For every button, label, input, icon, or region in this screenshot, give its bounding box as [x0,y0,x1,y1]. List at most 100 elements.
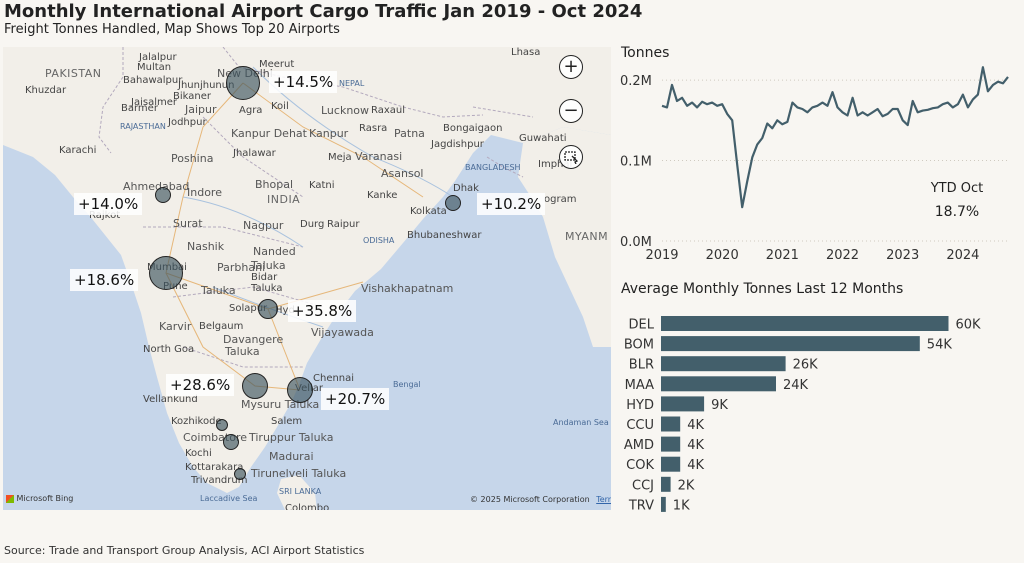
terms-link[interactable]: Terms [596,495,611,504]
map-place-label: Dhak [453,183,479,194]
map-place-label: Taluka [225,345,260,358]
map-place-label: Karvir [159,320,192,333]
series-line[interactable] [661,66,1009,209]
map-place-label: Multan [137,62,172,73]
map-place-label: Kolkata [410,206,447,217]
map-place-label: Indore [187,186,222,199]
map-place-label: Bengal [393,380,421,389]
map-place-label: Trivandrum [191,475,248,486]
map-place-label: NEPAL [339,79,365,88]
bar-category-label: MAA [625,378,654,393]
bar[interactable] [661,456,681,472]
map-place-label: Bahawalpur [123,75,183,86]
growth-label: +14.5% [269,71,338,93]
y-tick-label: 0.1M [620,155,652,170]
bar-value-label: 60K [956,318,982,333]
zoom-out-button[interactable]: − [559,99,583,123]
airport-bubble[interactable] [155,187,171,203]
map-place-label: Bhopal [255,178,294,191]
bar[interactable] [661,376,776,392]
bar-value-label: 2K [678,478,695,493]
map-place-label: Guwahati [519,133,567,144]
bar[interactable] [661,356,786,372]
bar-category-label: CCJ [632,478,654,493]
ytd-label: YTD Oct [930,181,984,196]
map-place-label: Taluka [201,284,236,297]
boundary-lines [98,47,534,368]
map-place-label: Raipur [327,219,360,230]
map-place-label: Vijayawada [311,326,374,339]
select-area-button[interactable] [559,145,583,169]
airport-bubble[interactable] [226,66,260,100]
map-place-label: Nagpur [243,219,284,232]
bar[interactable] [661,316,949,331]
airport-bubble[interactable] [445,195,461,211]
airport-bubble[interactable] [258,299,278,319]
y-tick-label: 0.0M [620,235,652,250]
map-place-label: Salem [271,416,303,427]
bing-logo-icon [6,494,14,503]
map-place-label: Kanke [367,190,398,201]
map-place-label: Kochi [185,448,212,459]
page-subtitle: Freight Tonnes Handled, Map Shows Top 20… [4,22,340,37]
bar-category-label: CCU [626,418,654,433]
map-place-label: Parbhani [217,261,266,274]
x-tick-label: 2022 [826,248,859,263]
bar[interactable] [661,496,666,512]
growth-label: +10.2% [477,193,546,215]
map-place-label: Meerut [259,59,295,70]
airport-bubble[interactable] [149,256,183,290]
airport-bubble[interactable] [242,373,268,399]
map-place-label: Solapur [229,303,268,314]
bar[interactable] [661,476,671,492]
tonnes-line-chart[interactable]: 0.0M 0.1M 0.2M 2019 2020 2021 2022 2023 2024 [612,60,1012,270]
avg-tonnes-bar-chart[interactable]: DEL 60K BOM 54K BLR 26K MAA 24K HYD 9K CCU 4K AMD 4K C… [612,312,1022,518]
map-place-label: Taluka [251,259,286,272]
sri-lanka [277,475,317,510]
map-place-label: Koil [271,101,289,112]
growth-label: +35.8% [288,300,357,322]
bar[interactable] [661,416,681,432]
map-place-label: Belgaum [199,321,244,332]
bar[interactable] [661,336,920,352]
page-title: Monthly International Airport Cargo Traf… [4,1,643,22]
map-place-label: Karachi [59,145,97,156]
bar[interactable] [661,436,681,452]
map-place-label: Vishakhapatnam [361,282,454,295]
map-place-label: Bikaner [173,91,211,102]
map-place-label: Imphal [538,159,573,170]
map-place-label: Jodhpur [168,117,207,128]
growth-label: +14.0% [74,193,143,215]
map-place-label: Ahmedabad [123,180,190,193]
map-place-label: Hyd [275,305,295,316]
growth-label: +28.6% [166,374,235,396]
map-place-label: Katni [309,180,335,191]
map-place-label: Madurai [269,450,314,463]
map-place-label: Andaman Sea [553,418,609,427]
map-place-label: Laccadive Sea [200,494,258,503]
x-tick-label: 2019 [645,248,678,263]
map-place-label: Meja [328,152,352,163]
bar[interactable] [661,396,705,412]
zoom-in-button[interactable]: + [559,55,583,79]
bar-category-label: BLR [629,358,654,373]
airport-bubble[interactable] [287,377,313,403]
ytd-value: 18.7% [934,204,980,220]
map-place-label: Agra [239,105,263,116]
map-place-label: BANGLADESH [465,163,521,172]
airport-bubble[interactable] [234,468,246,480]
airport-map[interactable]: PAKISTAN Khuzdar Karachi Jalalpur Multan Baha… [3,47,611,510]
bar-value-label: 4K [687,418,704,433]
map-place-label: ODISHA [363,236,395,245]
map-place-label: RAJASTHAN [120,122,166,131]
map-place-label: Poshina [171,152,214,165]
bar-category-label: HYD [626,398,654,413]
map-place-label: Colombo [285,503,330,510]
map-place-label: Taluka [251,283,283,294]
airport-bubble[interactable] [216,419,228,431]
map-place-label: Kozhikode [171,416,222,427]
bar-value-label: 26K [793,358,819,373]
airport-bubble[interactable] [223,434,239,450]
map-background [3,47,611,510]
bar-category-label: BOM [624,338,654,353]
